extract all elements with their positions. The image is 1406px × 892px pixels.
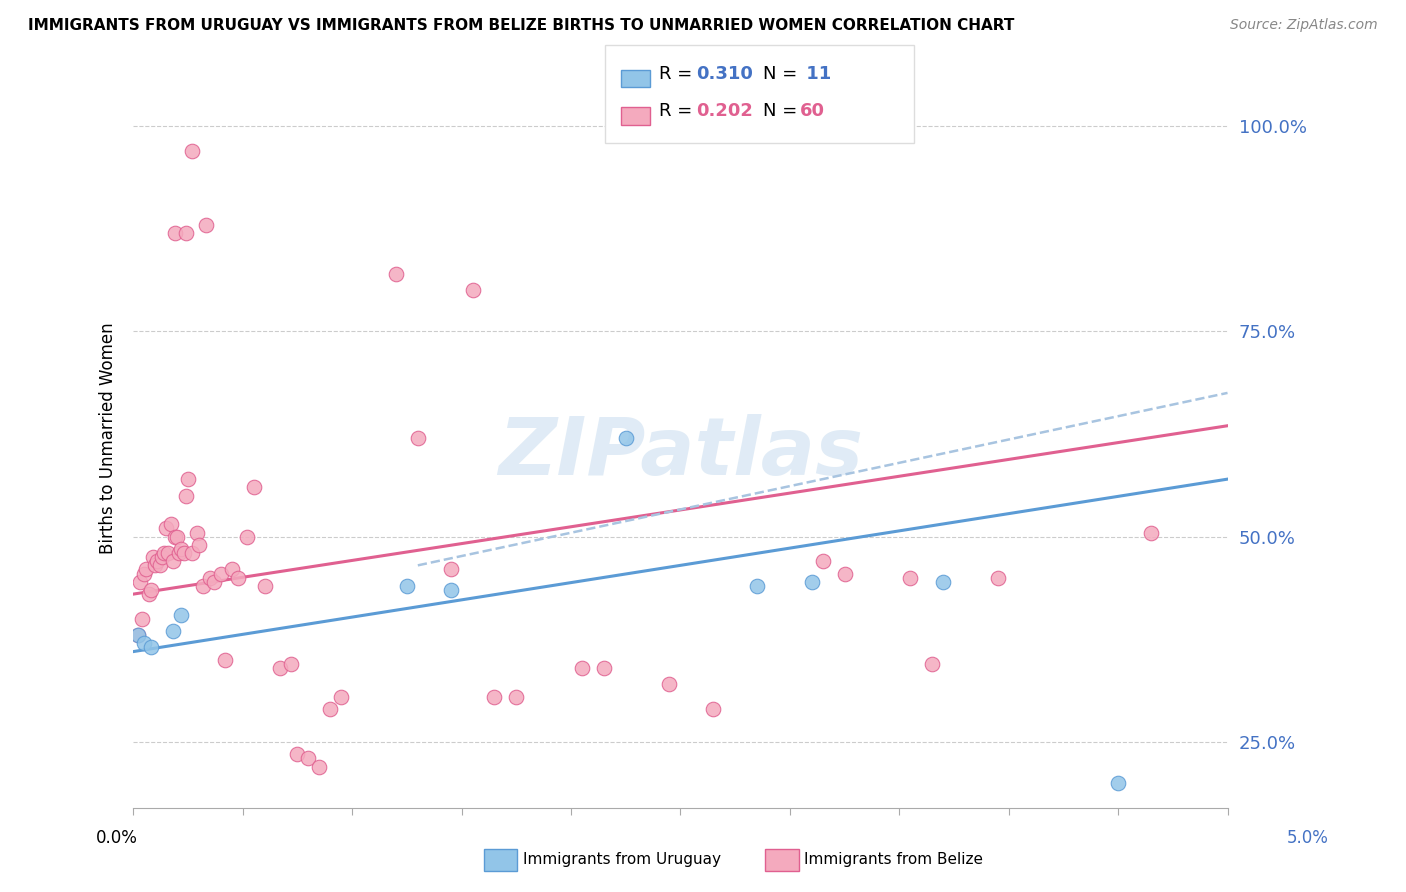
- Point: [253, 579, 276, 593]
- Text: Immigrants from Uruguay: Immigrants from Uruguay: [523, 853, 721, 867]
- Point: [571, 661, 593, 675]
- Point: [406, 431, 429, 445]
- Text: 60: 60: [800, 103, 825, 120]
- Point: [198, 571, 221, 585]
- Point: [592, 661, 614, 675]
- Point: [139, 582, 162, 597]
- Text: 0.202: 0.202: [696, 103, 752, 120]
- Point: [395, 579, 418, 593]
- Point: [138, 587, 160, 601]
- Point: [193, 579, 215, 593]
- Point: [139, 640, 162, 655]
- Point: [181, 144, 204, 158]
- Point: [834, 566, 856, 581]
- Point: [162, 554, 184, 568]
- Point: [134, 566, 156, 581]
- Point: [170, 607, 193, 622]
- Point: [242, 480, 264, 494]
- Y-axis label: Births to Unmarried Women: Births to Unmarried Women: [100, 322, 117, 554]
- Point: [287, 747, 309, 762]
- Point: [155, 521, 177, 535]
- Point: [134, 636, 156, 650]
- Text: R =: R =: [659, 65, 699, 83]
- Text: 5.0%: 5.0%: [1286, 829, 1329, 847]
- Point: [440, 562, 463, 576]
- Point: [163, 226, 186, 240]
- Point: [236, 530, 259, 544]
- Point: [614, 431, 637, 445]
- Point: [921, 657, 943, 671]
- Point: [186, 525, 208, 540]
- Point: [135, 562, 157, 576]
- Point: [159, 517, 181, 532]
- Point: [162, 624, 184, 638]
- Point: [153, 546, 176, 560]
- Text: Immigrants from Belize: Immigrants from Belize: [804, 853, 983, 867]
- Point: [169, 546, 191, 560]
- Point: [157, 546, 180, 560]
- Point: [146, 554, 169, 568]
- Point: [330, 690, 353, 704]
- Point: [484, 690, 506, 704]
- Point: [150, 550, 173, 565]
- Point: [143, 558, 166, 573]
- Text: 0.310: 0.310: [696, 65, 752, 83]
- Point: [1107, 776, 1129, 790]
- Point: [1140, 525, 1163, 540]
- Point: [174, 489, 197, 503]
- Point: [142, 550, 165, 565]
- Point: [319, 702, 342, 716]
- Point: [177, 472, 200, 486]
- Point: [163, 530, 186, 544]
- Point: [202, 574, 225, 589]
- Point: [745, 579, 768, 593]
- Point: [297, 751, 319, 765]
- Point: [280, 657, 302, 671]
- Text: N =: N =: [763, 103, 803, 120]
- Point: [127, 628, 149, 642]
- Text: 0.0%: 0.0%: [96, 829, 138, 847]
- Point: [221, 562, 243, 576]
- Point: [149, 558, 172, 573]
- Point: [461, 283, 484, 297]
- Point: [898, 571, 921, 585]
- Point: [505, 690, 527, 704]
- Point: [269, 661, 291, 675]
- Text: N =: N =: [763, 65, 803, 83]
- Point: [194, 218, 217, 232]
- Text: R =: R =: [659, 103, 699, 120]
- Text: 11: 11: [800, 65, 831, 83]
- Point: [174, 226, 197, 240]
- Point: [228, 571, 250, 585]
- Text: Source: ZipAtlas.com: Source: ZipAtlas.com: [1230, 18, 1378, 32]
- Text: IMMIGRANTS FROM URUGUAY VS IMMIGRANTS FROM BELIZE BIRTHS TO UNMARRIED WOMEN CORR: IMMIGRANTS FROM URUGUAY VS IMMIGRANTS FR…: [28, 18, 1015, 33]
- Point: [440, 582, 463, 597]
- Point: [166, 530, 188, 544]
- Point: [173, 546, 195, 560]
- Point: [181, 546, 204, 560]
- Point: [800, 574, 823, 589]
- Point: [385, 267, 408, 281]
- Point: [658, 677, 681, 691]
- Point: [209, 566, 232, 581]
- Text: ZIPatlas: ZIPatlas: [498, 414, 863, 491]
- Point: [170, 541, 193, 556]
- Point: [702, 702, 724, 716]
- Point: [932, 574, 955, 589]
- Point: [129, 574, 152, 589]
- Point: [308, 759, 330, 773]
- Point: [214, 653, 236, 667]
- Point: [987, 571, 1010, 585]
- Point: [131, 612, 153, 626]
- Point: [127, 628, 149, 642]
- Point: [188, 538, 211, 552]
- Point: [811, 554, 834, 568]
